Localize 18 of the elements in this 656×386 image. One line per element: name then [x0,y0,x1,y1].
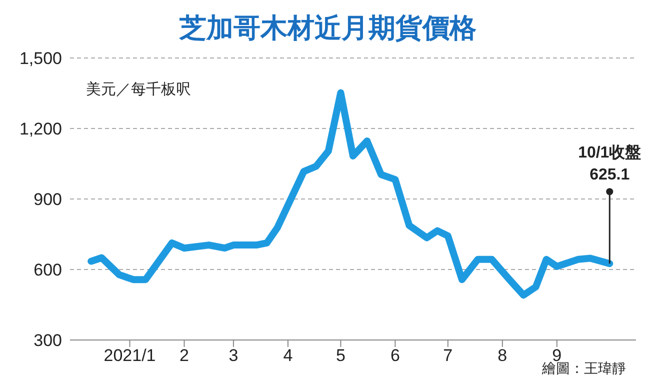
annotation: 10/1收盤 [578,144,642,162]
x-tick-label: 8 [498,346,508,366]
text: 繪圖：王瑋靜 [542,360,626,378]
data-label: 625.1 [590,166,630,184]
y-tick-label: 1,200 [19,120,62,139]
x-tick-label: 5 [336,346,346,366]
x-tick-label: 3 [228,346,238,366]
chart-title: 芝加哥木材近月期貨價格 [178,12,478,45]
x-tick-label: 6 [390,346,400,366]
x-tick-label: 2021/1 [104,346,156,366]
y-tick-label: 300 [34,331,62,350]
y-tick-label: 600 [34,260,62,280]
y-axis-title: 美元／每千板呎 [86,80,191,99]
y-tick-label: 1,500 [19,49,62,68]
x-tick-label: 4 [283,346,293,366]
x-tick-label: 2 [180,346,189,366]
x-tick-label: 7 [443,346,453,366]
y-tick-label: 900 [34,190,62,210]
